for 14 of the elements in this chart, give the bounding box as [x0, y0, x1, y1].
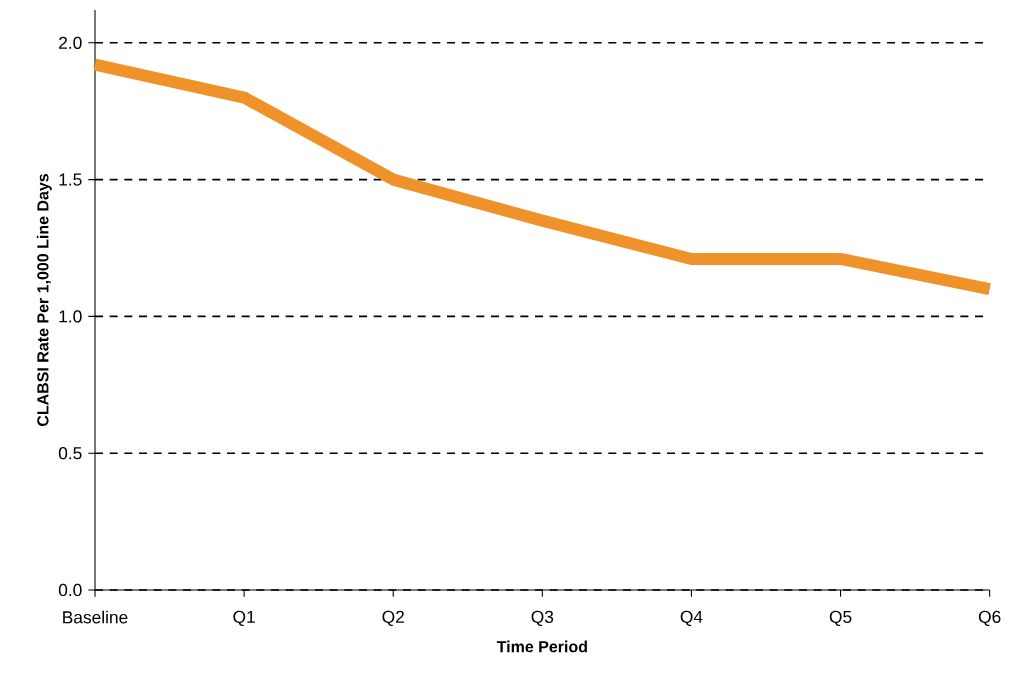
x-tick-label: Q2: [382, 610, 404, 627]
x-tick-label: Q5: [829, 610, 852, 627]
x-tick-label: Baseline: [63, 610, 128, 624]
y-axis-title: CLABSI Rate Per 1,000 Line Days: [36, 173, 52, 427]
y-tick-label: 1.5: [59, 173, 82, 186]
y-tick-label: 0.0: [58, 583, 82, 597]
y-tick-label: 0.5: [58, 447, 82, 460]
x-tick-label: Q6: [978, 610, 1001, 627]
x-tick-label: Q3: [531, 610, 554, 627]
x-tick-label: Q1: [233, 610, 255, 627]
y-tick-label: 2.0: [59, 36, 82, 49]
x-tick-label: Q4: [680, 610, 703, 627]
x-axis-title: Time Period: [496, 640, 587, 653]
y-tick-label: 1.0: [59, 310, 82, 323]
